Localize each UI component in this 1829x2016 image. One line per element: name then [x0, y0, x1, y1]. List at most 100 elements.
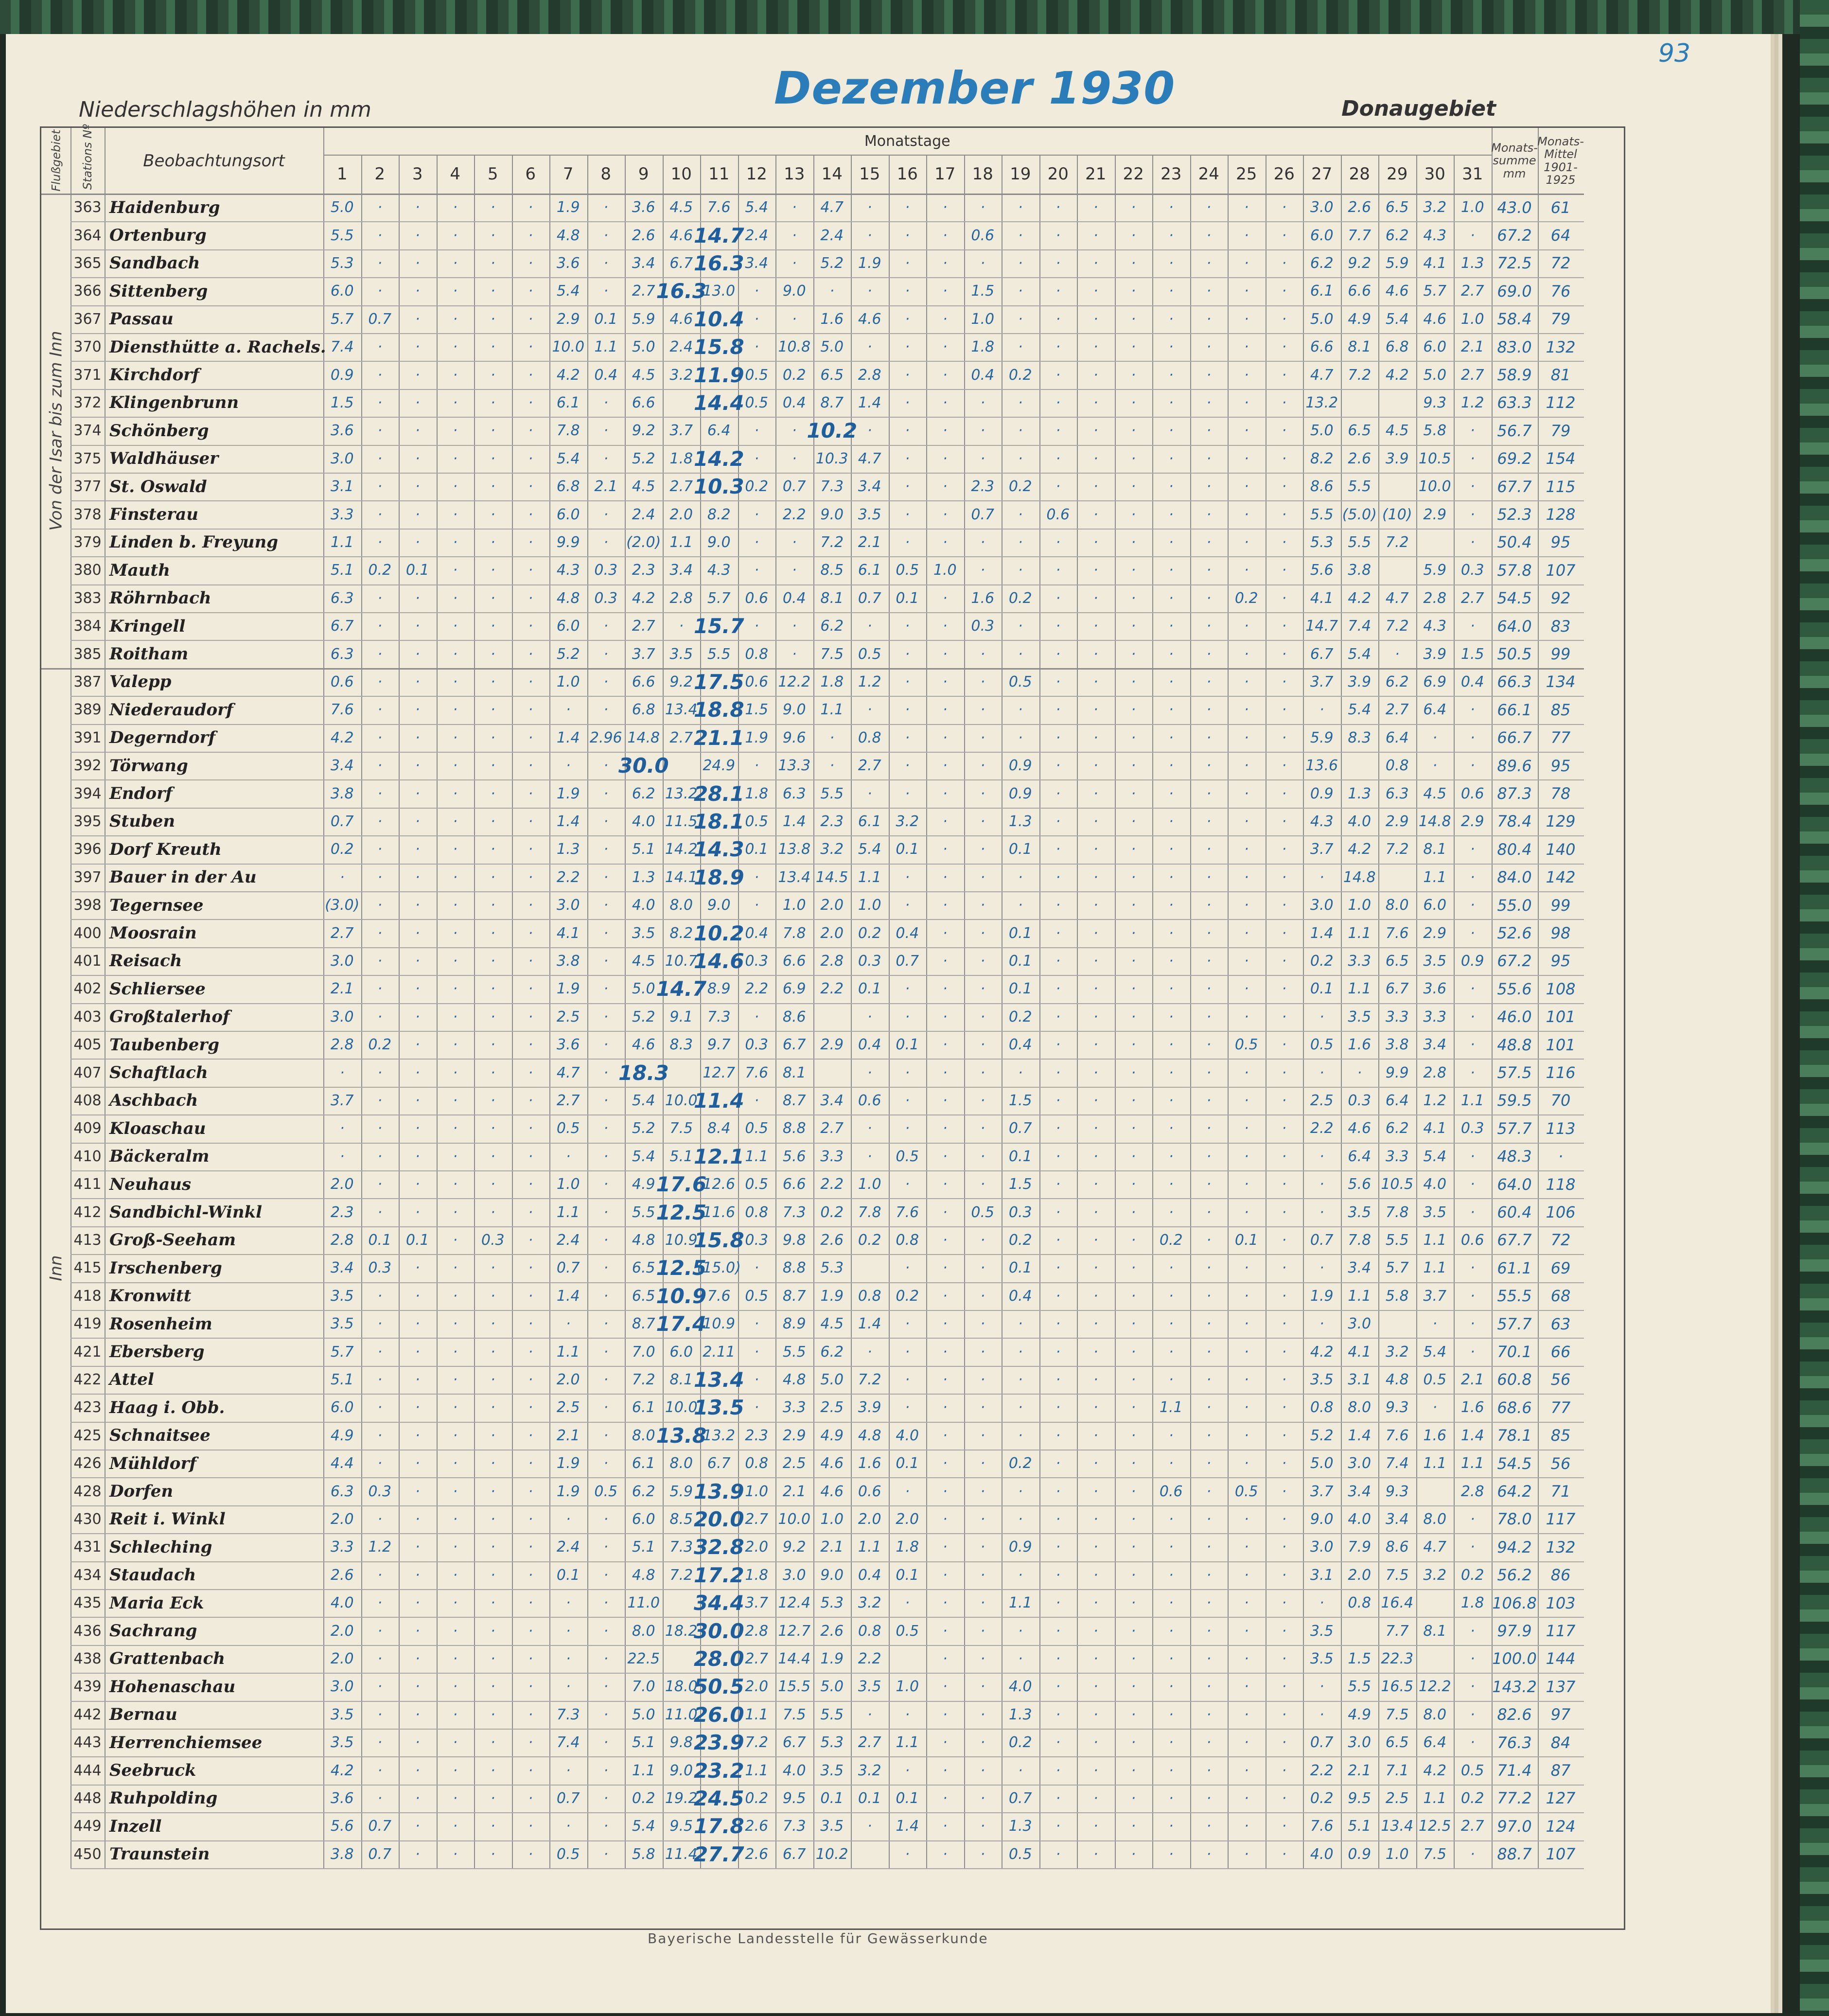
- precip-value: 6.6: [1310, 338, 1334, 356]
- precip-value: 1.1: [556, 1203, 580, 1221]
- precip-value: ·: [1093, 394, 1098, 411]
- precip-value: 1.4: [556, 813, 580, 830]
- precip-value: ·: [1282, 813, 1287, 830]
- precip-value: ·: [490, 1259, 495, 1277]
- page-footer: Bayerische Landesstelle für Gewässerkund…: [648, 1930, 988, 1946]
- precip-value: 0.4: [971, 366, 995, 384]
- precip-value: 2.0: [330, 1176, 354, 1193]
- precip-value: 0.3: [368, 1483, 392, 1500]
- precip-value: ·: [1244, 1148, 1249, 1165]
- precip-value: 0.5: [858, 645, 881, 663]
- precip-value: ·: [980, 1789, 985, 1807]
- precip-value: ·: [905, 1343, 910, 1361]
- precip-value: 0.5: [896, 1622, 919, 1640]
- monthly-mean-value: 137: [1546, 1677, 1576, 1696]
- grid-hline: [70, 1086, 1584, 1088]
- precip-value: ·: [490, 1176, 495, 1193]
- precip-value: 2.0: [556, 1371, 580, 1388]
- precip-value: ·: [942, 1259, 948, 1277]
- precip-value: 6.8: [1385, 338, 1409, 356]
- precip-value: 6.4: [1385, 1092, 1409, 1109]
- precip-value: 4.7: [1423, 1539, 1447, 1556]
- precip-value: 1.9: [556, 1483, 580, 1500]
- station-number: 438: [73, 1650, 102, 1667]
- precip-value: 3.8: [330, 785, 354, 802]
- precip-value: ·: [603, 1399, 609, 1416]
- grid-hline: [70, 333, 1584, 334]
- precip-value: ·: [980, 645, 985, 663]
- precip-value: ·: [1055, 533, 1061, 551]
- monthly-sum-value: 78.0: [1497, 1510, 1532, 1529]
- station-name: Taubenberg: [109, 1035, 220, 1055]
- precip-value: ·: [754, 868, 759, 886]
- precip-value: ·: [453, 897, 458, 914]
- station-name: Dorf Kreuth: [109, 839, 222, 859]
- precip-value: 16.3: [656, 279, 707, 303]
- monthly-sum-value: 55.6: [1497, 979, 1532, 998]
- precip-value: 10.0: [1418, 478, 1451, 495]
- precip-value: ·: [415, 1287, 420, 1305]
- precip-value: 0.1: [896, 1036, 919, 1054]
- precip-value: ·: [980, 1231, 985, 1249]
- precip-value: ·: [942, 701, 948, 719]
- station-name: Stuben: [109, 812, 176, 831]
- precip-value: ·: [980, 1566, 985, 1584]
- precip-value: 0.7: [556, 1789, 580, 1807]
- precip-value: 5.5: [330, 227, 354, 244]
- precip-value: ·: [905, 1176, 910, 1193]
- precip-value: ·: [1018, 701, 1023, 719]
- precip-value: 5.3: [820, 1734, 844, 1751]
- precip-value: 1.8: [896, 1539, 919, 1556]
- monthly-mean-value: 117: [1546, 1622, 1576, 1641]
- precip-value: 8.7: [632, 1315, 655, 1333]
- precip-value: 32.8: [693, 1535, 744, 1559]
- monthly-mean-value: 99: [1550, 645, 1571, 664]
- precip-value: ·: [603, 1789, 609, 1807]
- precip-value: ·: [1055, 952, 1061, 970]
- precip-value: ·: [490, 199, 495, 216]
- station-number: 412: [73, 1203, 102, 1221]
- precip-value: ·: [942, 1706, 948, 1723]
- station-name: Haidenburg: [109, 197, 220, 217]
- precip-value: ·: [1282, 1148, 1287, 1165]
- precip-value: ·: [1244, 366, 1249, 384]
- precip-value: 3.4: [820, 1092, 844, 1109]
- precip-value: 7.8: [1385, 1203, 1409, 1221]
- precip-value: ·: [1282, 1036, 1287, 1054]
- precip-value: ·: [1282, 283, 1287, 300]
- monthly-sum-value: 106.8: [1492, 1593, 1537, 1612]
- precip-value: ·: [754, 450, 759, 467]
- precip-value: ·: [1093, 980, 1098, 998]
- precip-value: ·: [1244, 1120, 1249, 1137]
- precip-value: ·: [528, 1483, 533, 1500]
- monthly-mean-value: 85: [1550, 700, 1571, 719]
- precip-value: ·: [754, 1315, 759, 1333]
- precip-value: 13.0: [703, 283, 736, 300]
- precip-value: ·: [1244, 1259, 1249, 1277]
- precip-value: 0.1: [368, 1231, 392, 1249]
- precip-value: ·: [1131, 562, 1136, 579]
- precip-value: 7.6: [1385, 924, 1409, 942]
- header-day: 20: [1047, 164, 1069, 184]
- precip-value: ·: [377, 366, 383, 384]
- precip-value: ·: [1168, 506, 1174, 523]
- precip-value: 0.2: [1008, 478, 1032, 495]
- precip-value: ·: [415, 618, 420, 635]
- precip-value: ·: [1282, 1120, 1287, 1137]
- precip-value: ·: [453, 1510, 458, 1528]
- precip-value: ·: [905, 1315, 910, 1333]
- grid-vline: [662, 155, 664, 1869]
- precip-value: ·: [1206, 924, 1212, 942]
- precip-value: ·: [490, 310, 495, 328]
- precip-value: 21.1: [693, 725, 744, 750]
- precip-value: 3.7: [745, 1594, 769, 1612]
- precip-value: 0.8: [858, 1287, 881, 1305]
- precip-value: ·: [1206, 1818, 1212, 1835]
- monthly-mean-value: 61: [1550, 198, 1571, 217]
- grid-vline: [399, 155, 400, 1869]
- precip-value: ·: [453, 673, 458, 690]
- precip-value: 9.8: [782, 1231, 806, 1249]
- header-day: 23: [1161, 164, 1182, 184]
- monthly-mean-value: 98: [1550, 924, 1571, 943]
- precip-value: ·: [1282, 868, 1287, 886]
